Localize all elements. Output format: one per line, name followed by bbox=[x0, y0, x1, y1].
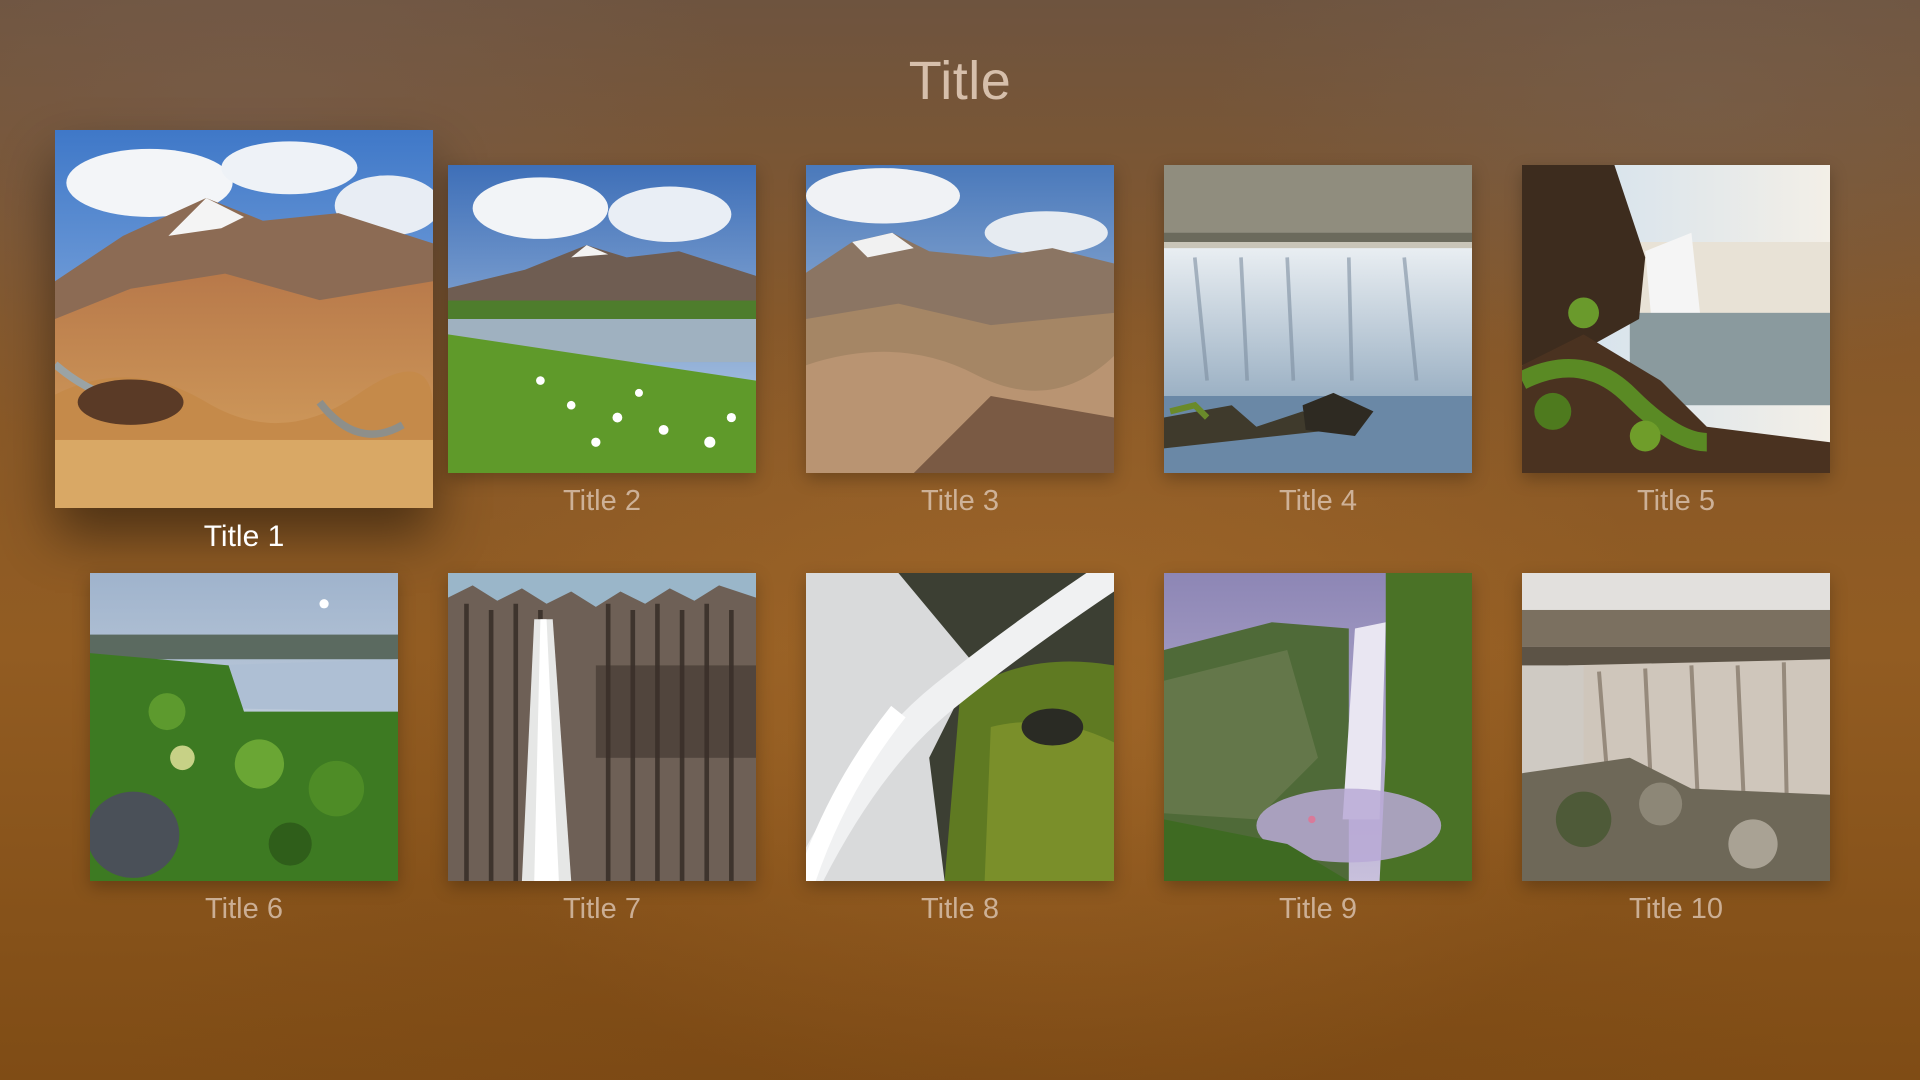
basalt-column-waterfall-photo bbox=[448, 573, 756, 881]
misty-waterfall-photo bbox=[1164, 165, 1472, 473]
wide-canyon-waterfall-photo bbox=[1522, 573, 1830, 881]
lakeside-vegetation-photo bbox=[90, 573, 398, 881]
cliff-waterfall-photo bbox=[1522, 165, 1830, 473]
gallery-tile-title: Title 7 bbox=[563, 893, 641, 925]
lake-cotton-grass-photo bbox=[448, 165, 756, 473]
purple-mist-waterfall-photo bbox=[1164, 573, 1472, 881]
gallery-tile-title: Title 8 bbox=[921, 893, 999, 925]
rainbow-mountains-photo bbox=[55, 130, 433, 508]
gallery-tile-title: Title 6 bbox=[205, 893, 283, 925]
gallery-tile-title: Title 10 bbox=[1628, 893, 1724, 925]
gallery-tile-title: Title 1 bbox=[203, 520, 285, 553]
gallery-tile-title: Title 5 bbox=[1637, 485, 1715, 517]
gallery-tile-title: Title 3 bbox=[921, 485, 999, 517]
page-title: Title bbox=[908, 51, 1012, 111]
gallery-tile-title: Title 9 bbox=[1279, 893, 1357, 925]
mossy-cascade-photo bbox=[806, 573, 1114, 881]
gallery-tile-title: Title 4 bbox=[1279, 485, 1357, 517]
mountain-valley-photo bbox=[806, 165, 1114, 473]
gallery-tile-title: Title 2 bbox=[563, 485, 641, 517]
